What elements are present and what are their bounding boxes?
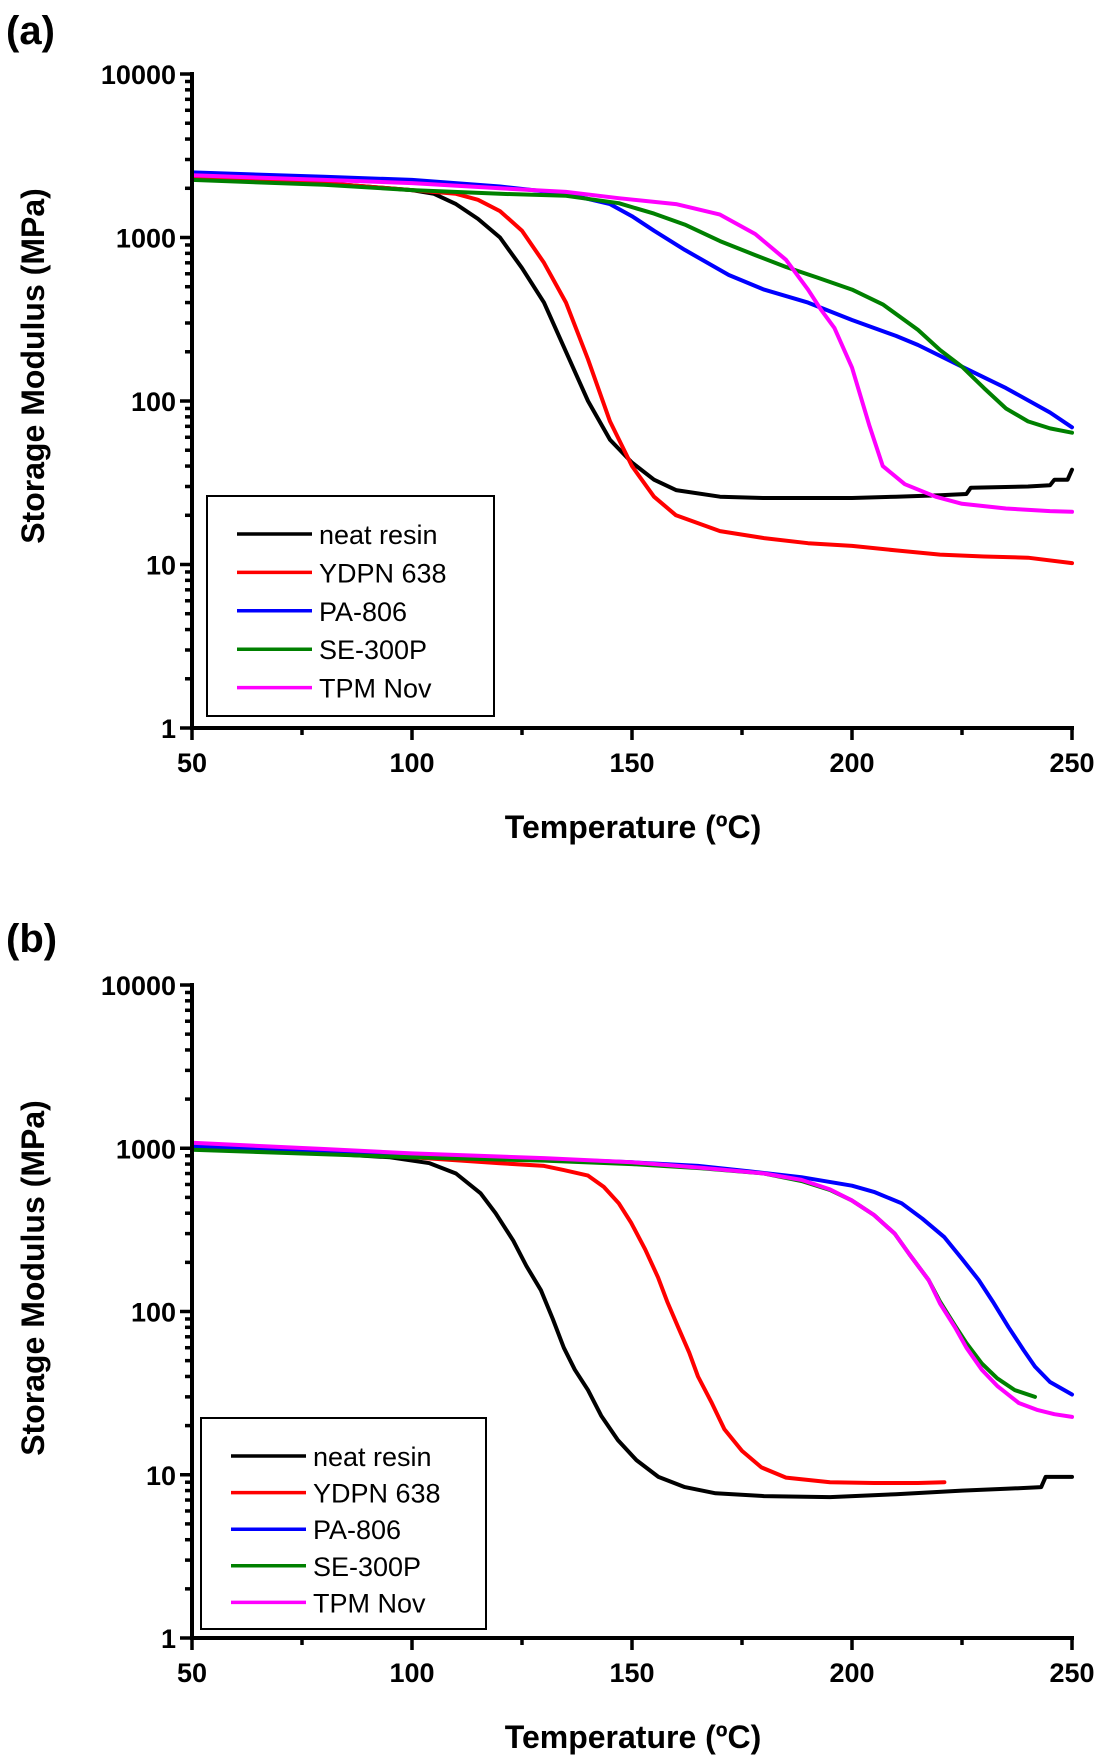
x-axis-title: Temperature (ºC) xyxy=(505,809,761,845)
y-axis-title: Storage Modulus (MPa) xyxy=(15,188,51,544)
x-tick-label: 200 xyxy=(829,1658,874,1688)
x-tick-label: 100 xyxy=(389,1658,434,1688)
legend-label: PA-806 xyxy=(319,597,407,627)
y-axis-title: Storage Modulus (MPa) xyxy=(15,1100,51,1456)
series-layer xyxy=(190,1140,1074,1500)
panel-label: (b) xyxy=(6,917,57,961)
legend-label: SE-300P xyxy=(313,1552,421,1582)
x-tick-label: 250 xyxy=(1049,1658,1094,1688)
y-tick-label: 100 xyxy=(131,387,176,417)
axes: 1 10 100 1000 10000 50 100 150 200 250 xyxy=(101,971,1095,1688)
x-tick-label: 250 xyxy=(1049,748,1094,778)
series-line-ydpn-638 xyxy=(190,174,1074,566)
x-tick-label: 150 xyxy=(609,748,654,778)
legend-label: SE-300P xyxy=(319,635,427,665)
x-tick-label: 50 xyxy=(177,748,207,778)
series-layer xyxy=(190,170,1074,566)
y-tick-label: 10 xyxy=(146,1461,176,1491)
series-line-neat-resin xyxy=(190,1146,1074,1500)
series-line-pa-806 xyxy=(190,1144,1074,1397)
y-tick-label: 1000 xyxy=(116,1134,176,1164)
x-tick-label: 50 xyxy=(177,1658,207,1688)
y-tick-label: 10000 xyxy=(101,971,176,1001)
x-tick-label: 150 xyxy=(609,1658,654,1688)
axes: 1 10 100 1000 10000 50 100 150 200 250 xyxy=(101,60,1095,778)
legend-label: TPM Nov xyxy=(313,1588,426,1618)
series-line-tpm-nov xyxy=(190,1140,1074,1419)
legend-label: YDPN 638 xyxy=(319,558,447,588)
legend: neat resin YDPN 638 PA-806 SE-300P TPM Nov xyxy=(200,1417,487,1630)
legend-label: TPM Nov xyxy=(319,674,432,704)
legend-label: PA-806 xyxy=(313,1515,401,1545)
x-axis-title: Temperature (ºC) xyxy=(505,1719,761,1755)
y-tick-label: 1 xyxy=(161,714,176,744)
series-line-neat-resin xyxy=(190,176,1074,500)
chart-panel-a: (a) Storage Modulus (MPa) Temperature (º… xyxy=(6,9,1095,845)
chart-panel-b: (b) Storage Modulus (MPa) Temperature (º… xyxy=(6,917,1095,1755)
legend-label: YDPN 638 xyxy=(313,1479,441,1509)
legend: neat resin YDPN 638 PA-806 SE-300P TPM Nov xyxy=(206,495,495,717)
y-tick-label: 1000 xyxy=(116,224,176,254)
panel-label: (a) xyxy=(6,9,55,53)
series-line-tpm-nov xyxy=(190,173,1074,514)
series-line-pa-806 xyxy=(190,170,1074,430)
legend-label: neat resin xyxy=(319,520,438,550)
x-tick-label: 100 xyxy=(389,748,434,778)
x-tick-label: 200 xyxy=(829,748,874,778)
series-line-ydpn-638 xyxy=(190,1146,947,1485)
y-tick-label: 10 xyxy=(146,551,176,581)
y-tick-label: 100 xyxy=(131,1298,176,1328)
y-tick-label: 10000 xyxy=(101,60,176,90)
series-line-se-300p xyxy=(190,177,1074,435)
series-line-se-300p xyxy=(190,1147,1037,1399)
legend-label: neat resin xyxy=(313,1442,432,1472)
legend-box xyxy=(200,1417,487,1630)
y-tick-label: 1 xyxy=(161,1624,176,1654)
